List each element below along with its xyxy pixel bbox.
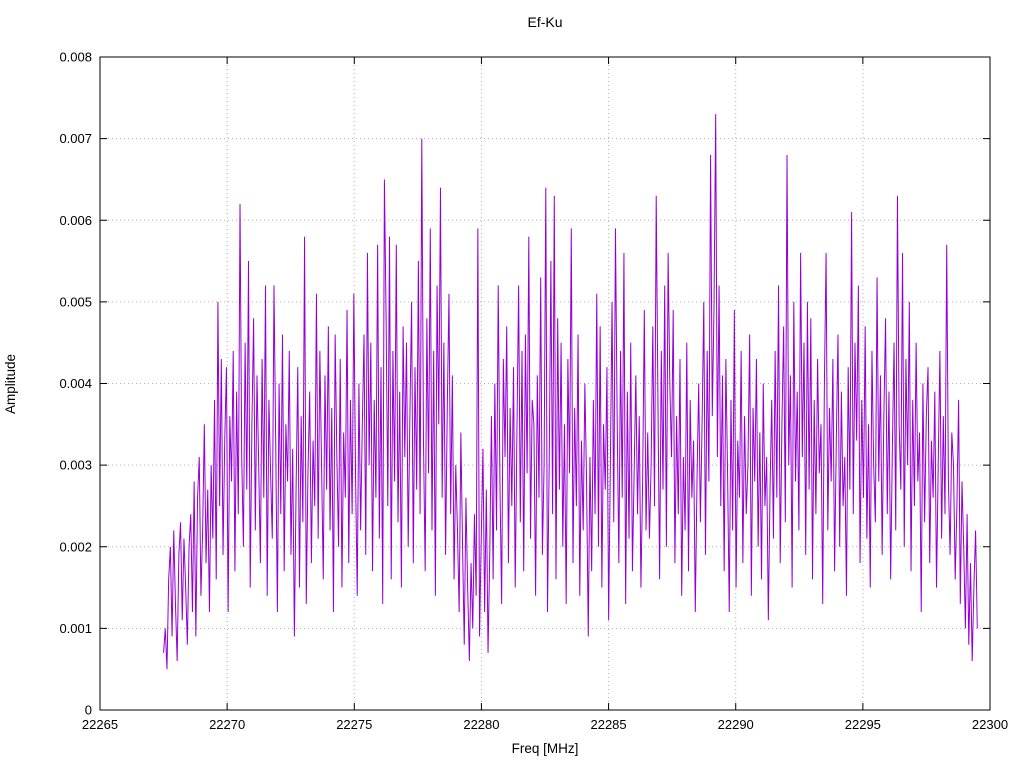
x-tick-label: 22265 [82,717,118,732]
y-tick-label: 0 [85,703,92,718]
y-tick-label: 0.006 [59,213,92,228]
chart-title: Ef-Ku [527,14,562,30]
x-tick-label: 22280 [463,717,499,732]
x-tick-label: 22290 [718,717,754,732]
y-tick-label: 0.008 [59,50,92,65]
series-line [163,114,978,670]
x-tick-label: 22270 [209,717,245,732]
y-tick-label: 0.002 [59,539,92,554]
x-tick-label: 22295 [845,717,881,732]
x-tick-label: 22300 [972,717,1008,732]
x-tick-label: 22275 [336,717,372,732]
y-axis-label: Amplitude [3,354,18,414]
y-tick-label: 0.004 [59,376,92,391]
y-tick-label: 0.007 [59,131,92,146]
y-tick-label: 0.005 [59,294,92,309]
axis-ticks [99,56,991,711]
y-tick-labels: 0 0.001 0.002 0.003 0.004 0.005 0.006 0.007 0.00… [59,50,92,718]
y-tick-label: 0.003 [59,458,92,473]
x-tick-labels: 22265 22270 22275 22280 22285 22290 22295 22300 [82,717,1008,732]
y-tick-label: 0.001 [59,621,92,636]
x-tick-label: 22285 [590,717,626,732]
x-axis-label: Freq [MHz] [512,741,579,756]
